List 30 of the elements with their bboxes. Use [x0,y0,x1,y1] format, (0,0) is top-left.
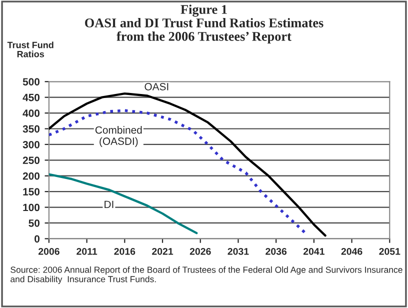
x-tick-label: 2006 [38,248,60,255]
y-tick-label: 450 [22,94,40,102]
x-tick-label: 2051 [379,248,400,255]
y-tick-label: 300 [22,140,40,148]
y-tick-label: 500 [22,78,40,86]
x-tick-label: 2031 [228,248,249,255]
y-tick-label: 150 [23,188,40,196]
x-tick-label: 2026 [190,248,211,255]
x-tick-label: 2021 [152,248,174,255]
x-tick-label: 2016 [114,248,136,255]
y-tick-label: 100 [23,204,40,212]
source-note: Source: 2006 Annual Report of the Board of Trustees of the Federal Old Age and Survivors Insurance and Disability Insurance Trust Funds. [10,266,402,284]
x-tick-label: 2011 [76,248,98,255]
x-tick-label: 2046 [341,248,362,255]
series-label: Combined (OASDI) [95,126,142,147]
series-label: DI [104,200,114,208]
y-tick-label: 0 [34,235,40,243]
y-tick-label: 250 [22,156,40,164]
line-series [48,109,308,236]
line-series [48,173,198,234]
chart-title: Figure 1 OASI and DI Trust Fund Ratios Estimates from the 2006 Trustees’ Report [85,4,324,44]
y-axis-title: Trust Fund Ratios [7,42,54,58]
y-tick-label: 50 [28,219,40,227]
x-tick-label: 2036 [266,248,287,255]
x-tick-label: 2041 [303,248,324,255]
y-tick-label: 200 [22,172,40,180]
y-tick-label: 350 [22,125,40,133]
y-tick-label: 400 [22,110,40,117]
series-label: OASI [144,82,168,90]
line-series [48,92,326,237]
